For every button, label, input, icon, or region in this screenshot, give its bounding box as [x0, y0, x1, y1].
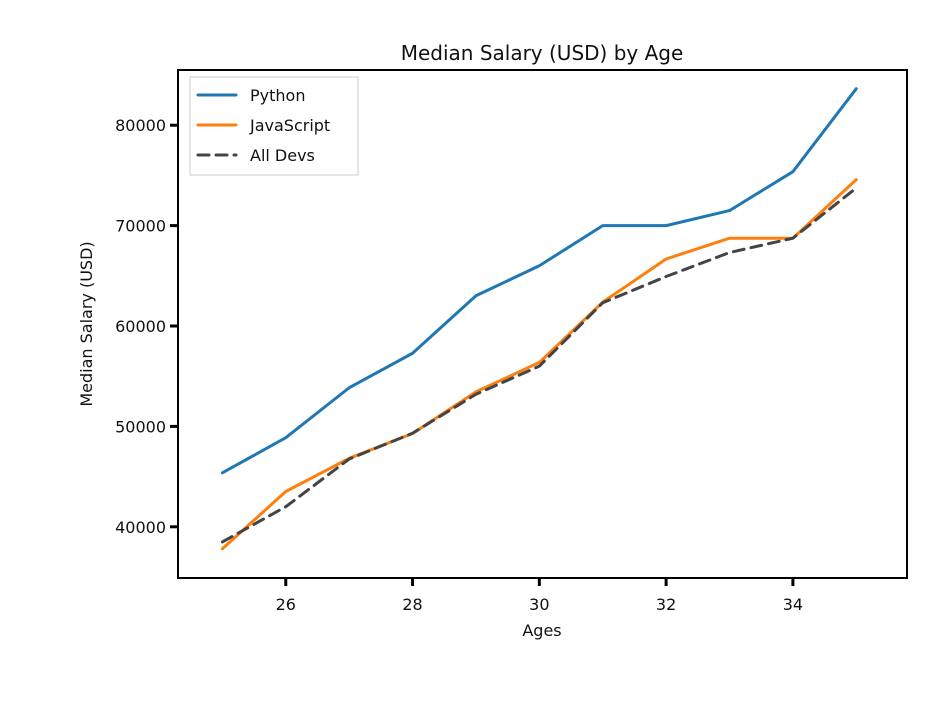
x-tick-label: 34 [783, 595, 803, 614]
x-tick-label: 32 [656, 595, 676, 614]
y-tick-label: 40000 [115, 518, 166, 537]
y-tick-label: 50000 [115, 417, 166, 436]
x-axis-label: Ages [522, 621, 561, 640]
series-layer [220, 87, 858, 551]
y-tick-label: 80000 [115, 116, 166, 135]
series-line-python [220, 87, 858, 475]
y-axis-label: Median Salary (USD) [77, 241, 96, 406]
legend-label-javascript: JavaScript [249, 116, 330, 135]
y-tick-label: 60000 [115, 317, 166, 336]
y-tick-label: 70000 [115, 217, 166, 236]
legend: Python JavaScript All Devs [189, 76, 359, 176]
x-tick-label: 26 [276, 595, 296, 614]
series-line-javascript [220, 178, 858, 551]
x-tick-label: 30 [529, 595, 549, 614]
legend-label-python: Python [250, 86, 305, 105]
x-axis-ticks: 26 28 30 32 34 [276, 578, 803, 614]
series-line-all-devs [220, 186, 858, 544]
plot-area-frame [177, 69, 908, 579]
y-axis-ticks: 40000 50000 60000 70000 80000 [115, 116, 178, 537]
x-tick-label: 28 [402, 595, 422, 614]
legend-label-all-devs: All Devs [250, 146, 315, 165]
chart-title: Median Salary (USD) by Age [401, 41, 684, 65]
